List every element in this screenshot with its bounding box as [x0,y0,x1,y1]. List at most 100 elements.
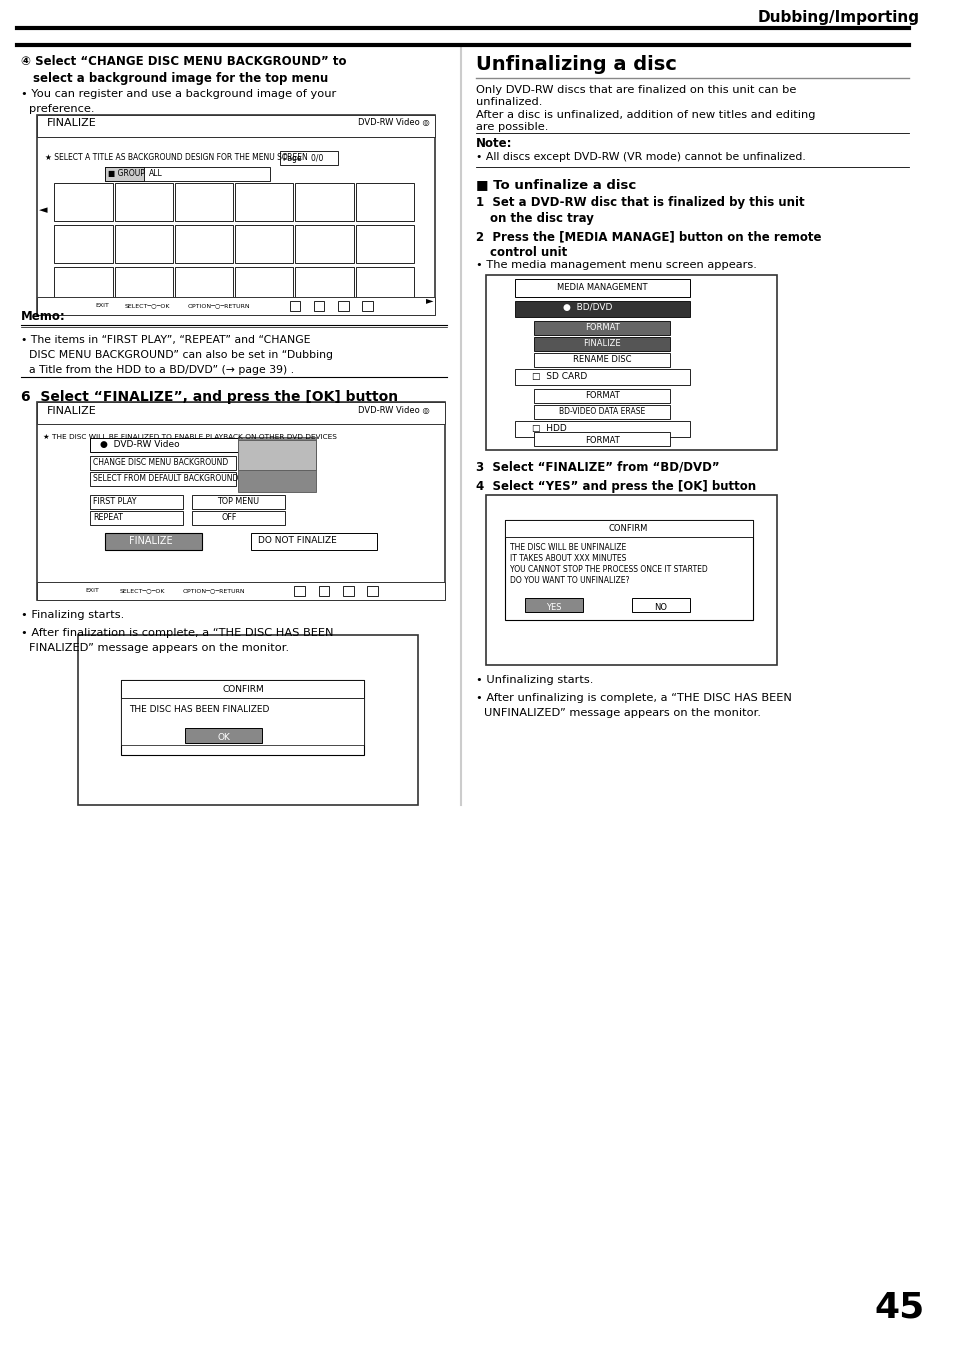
Text: FINALIZE: FINALIZE [47,406,96,416]
Text: 45: 45 [874,1291,923,1324]
Text: ●  DVD-RW Video: ● DVD-RW Video [100,440,179,450]
Bar [174,225,233,263]
Bar [295,267,354,305]
Bar [105,167,144,181]
Text: FORMAT: FORMAT [584,392,619,400]
Text: DVD-RW Video ◎: DVD-RW Video ◎ [357,406,429,414]
Text: • The media management menu screen appears.: • The media management menu screen appea… [476,261,756,270]
Bar [524,598,582,612]
Text: FINALIZE: FINALIZE [129,536,172,545]
Bar [184,728,262,743]
Bar [515,369,689,385]
Text: on the disc tray: on the disc tray [489,212,593,225]
Bar [485,275,777,450]
Bar [37,115,435,315]
Bar [121,698,364,745]
Bar [294,586,305,595]
Bar [631,598,689,612]
Text: TOP MENU: TOP MENU [216,497,258,506]
Text: FORMAT: FORMAT [584,323,619,332]
Text: DO NOT FINALIZE: DO NOT FINALIZE [258,536,336,545]
Text: ■ To unfinalize a disc: ■ To unfinalize a disc [476,178,636,190]
Bar [174,267,233,305]
Bar [234,267,294,305]
Text: NO: NO [654,603,666,612]
Text: REPEAT: REPEAT [93,513,123,522]
Bar [505,520,752,537]
Text: OPTION─○─RETURN: OPTION─○─RETURN [188,302,250,308]
Text: OK: OK [216,733,230,743]
Text: EXIT: EXIT [95,302,109,308]
Text: YOU CANNOT STOP THE PROCESS ONCE IT STARTED: YOU CANNOT STOP THE PROCESS ONCE IT STAR… [510,566,707,574]
Bar [534,405,670,418]
Bar [121,680,364,755]
Text: ■ GROUP: ■ GROUP [108,169,145,178]
Text: ④ Select “CHANGE DISC MENU BACKGROUND” to: ④ Select “CHANGE DISC MENU BACKGROUND” t… [21,55,347,68]
Text: BD-VIDEO DATA ERASE: BD-VIDEO DATA ERASE [558,406,645,416]
Bar [238,440,315,470]
Bar [77,634,417,805]
Text: CONFIRM: CONFIRM [222,684,263,694]
Bar [295,184,354,221]
Text: 3  Select “FINALIZE” from “BD/DVD”: 3 Select “FINALIZE” from “BD/DVD” [476,460,719,472]
Text: DISC MENU BACKGROUND” can also be set in “Dubbing: DISC MENU BACKGROUND” can also be set in… [30,350,333,360]
Bar [289,301,300,310]
Bar [318,586,329,595]
Text: SELECT FROM DEFAULT BACKGROUND: SELECT FROM DEFAULT BACKGROUND [93,474,238,483]
Bar [534,432,670,446]
Bar [174,184,233,221]
Bar [105,167,270,181]
Bar [279,151,337,165]
Text: Unfinalizing a disc: Unfinalizing a disc [476,55,677,74]
Bar [355,225,414,263]
Text: 4  Select “YES” and press the [OK] button: 4 Select “YES” and press the [OK] button [476,481,756,493]
Text: a Title from the HDD to a BD/DVD” (→ page 39) .: a Title from the HDD to a BD/DVD” (→ pag… [30,364,294,375]
Text: 1  Set a DVD-RW disc that is finalized by this unit: 1 Set a DVD-RW disc that is finalized by… [476,196,803,209]
Text: • After unfinalizing is complete, a “THE DISC HAS BEEN: • After unfinalizing is complete, a “THE… [476,693,791,703]
Bar [114,184,172,221]
Bar [91,512,182,525]
Text: THE DISC HAS BEEN FINALIZED: THE DISC HAS BEEN FINALIZED [129,705,270,714]
Text: • The items in “FIRST PLAY”, “REPEAT” and “CHANGE: • The items in “FIRST PLAY”, “REPEAT” an… [21,335,311,346]
Bar [534,389,670,404]
Text: ALL: ALL [149,169,162,178]
Text: SELECT─○─OK: SELECT─○─OK [119,589,165,593]
Bar [105,533,202,549]
Text: CHANGE DISC MENU BACKGROUND: CHANGE DISC MENU BACKGROUND [93,458,229,467]
Text: FIRST PLAY: FIRST PLAY [93,497,136,506]
Bar [91,456,235,470]
Bar [362,301,373,310]
Text: ●  BD/DVD: ● BD/DVD [563,302,612,312]
Bar [114,225,172,263]
Bar [534,321,670,335]
Text: OPTION─○─RETURN: OPTION─○─RETURN [182,589,245,593]
Text: YES: YES [545,603,561,612]
Text: • Finalizing starts.: • Finalizing starts. [21,610,125,620]
Bar [342,586,354,595]
Bar [37,582,444,599]
Bar [91,472,235,486]
Text: EXIT: EXIT [86,589,99,593]
Text: MEDIA MANAGEMENT: MEDIA MANAGEMENT [557,284,647,292]
Text: ◄: ◄ [39,205,48,215]
Bar [515,279,689,297]
Text: After a disc is unfinalized, addition of new titles and editing
are possible.: After a disc is unfinalized, addition of… [476,109,815,131]
Text: FINALIZE: FINALIZE [583,339,620,348]
Bar [37,115,435,136]
Text: FINALIZE: FINALIZE [47,117,96,128]
Text: Note:: Note: [476,136,512,150]
Text: select a background image for the top menu: select a background image for the top me… [33,72,328,85]
Text: • Unfinalizing starts.: • Unfinalizing starts. [476,675,593,684]
Bar [355,267,414,305]
Text: □  SD CARD: □ SD CARD [532,373,587,381]
Text: • All discs except DVD-RW (VR mode) cannot be unfinalized.: • All discs except DVD-RW (VR mode) cann… [476,153,805,162]
Bar [355,184,414,221]
Text: Memo:: Memo: [21,310,66,323]
Text: 2  Press the [MEDIA MANAGE] button on the remote: 2 Press the [MEDIA MANAGE] button on the… [476,230,821,243]
Bar [37,402,444,424]
Text: ►: ► [425,296,433,305]
Bar [367,586,377,595]
Bar [534,338,670,351]
Bar [91,437,284,452]
Text: preference.: preference. [30,104,94,113]
